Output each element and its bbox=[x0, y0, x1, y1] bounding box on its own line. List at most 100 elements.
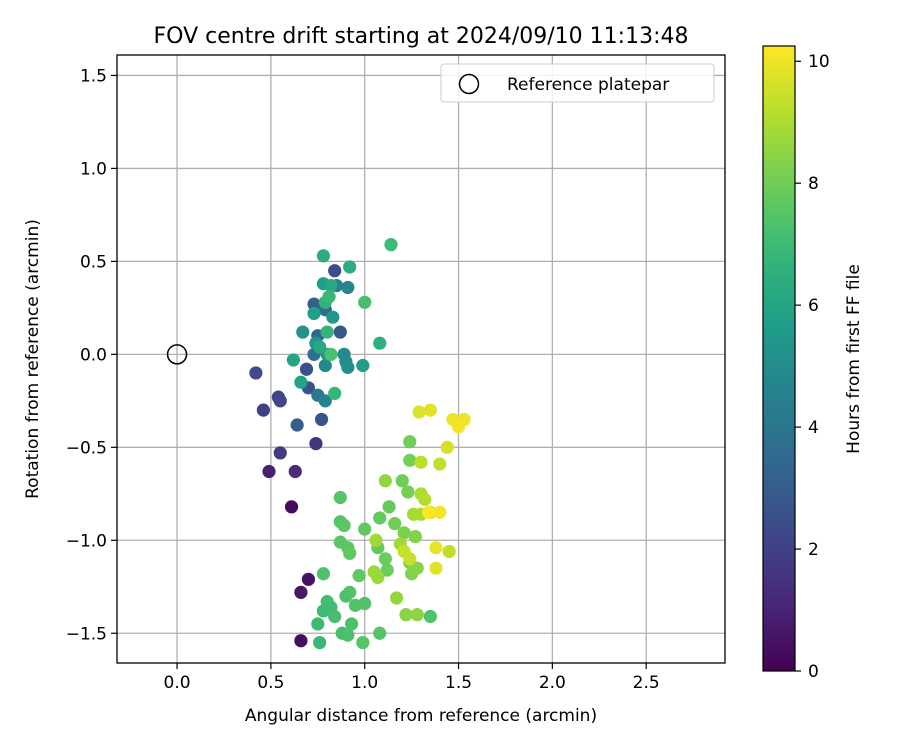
colorbar-tick-label: 4 bbox=[808, 418, 819, 438]
data-point bbox=[410, 561, 424, 575]
colorbar-label: Hours from first FF file bbox=[844, 264, 864, 454]
data-point bbox=[358, 596, 372, 611]
colorbar-ticks: 0 2 4 6 8 10 bbox=[795, 52, 830, 682]
y-tick-label: 0.5 bbox=[80, 252, 107, 272]
data-point bbox=[316, 567, 331, 581]
data-point bbox=[358, 522, 372, 536]
data-point bbox=[262, 464, 276, 479]
data-point bbox=[333, 490, 347, 505]
data-point bbox=[442, 544, 456, 559]
chart-title: FOV centre drift starting at 2024/09/10 … bbox=[154, 24, 689, 49]
data-point bbox=[399, 608, 413, 622]
data-point bbox=[397, 526, 411, 540]
data-point bbox=[294, 585, 308, 599]
data-point bbox=[324, 278, 338, 293]
data-point bbox=[311, 617, 325, 631]
data-point bbox=[373, 626, 387, 640]
data-point bbox=[313, 635, 327, 650]
data-point bbox=[344, 617, 359, 631]
y-axis-label: Rotation from reference (arcmin) bbox=[23, 219, 43, 499]
data-point bbox=[373, 336, 387, 350]
data-point bbox=[318, 394, 332, 408]
data-point bbox=[433, 457, 447, 471]
legend-box bbox=[440, 63, 715, 103]
data-point bbox=[423, 609, 437, 624]
data-point bbox=[313, 340, 327, 354]
data-point bbox=[328, 609, 342, 624]
y-tick-label: 0.0 bbox=[80, 345, 107, 365]
data-point bbox=[418, 492, 432, 506]
reference-point bbox=[166, 344, 188, 365]
y-tick-label: −1.0 bbox=[66, 531, 107, 551]
data-point bbox=[328, 264, 342, 278]
data-point bbox=[371, 570, 385, 585]
data-point bbox=[316, 249, 331, 263]
data-point bbox=[423, 403, 437, 417]
data-point bbox=[356, 635, 370, 650]
data-point bbox=[341, 628, 355, 642]
legend-reference-marker bbox=[458, 73, 480, 95]
data-point bbox=[286, 353, 300, 367]
plot-frame bbox=[116, 54, 726, 664]
legend: Reference platepar bbox=[440, 63, 715, 103]
data-point bbox=[410, 608, 424, 622]
x-tick-label: 0.0 bbox=[164, 673, 191, 693]
data-point bbox=[378, 552, 392, 566]
reference-marker bbox=[166, 344, 188, 365]
x-tick-label: 1.5 bbox=[445, 673, 472, 693]
data-point bbox=[273, 446, 287, 460]
data-point bbox=[408, 529, 422, 544]
data-point bbox=[433, 505, 447, 519]
data-point bbox=[403, 453, 417, 467]
data-point bbox=[401, 485, 415, 499]
data-point bbox=[341, 280, 355, 295]
data-point bbox=[256, 403, 270, 417]
y-axis-ticks: −1.5 −1.0 −0.5 0.0 0.5 1.0 1.5 bbox=[66, 66, 117, 644]
colorbar-tick-label: 2 bbox=[808, 540, 819, 560]
data-point bbox=[343, 260, 357, 274]
data-point bbox=[273, 394, 287, 408]
data-point bbox=[301, 572, 316, 586]
data-point bbox=[307, 297, 321, 311]
data-point bbox=[288, 464, 302, 479]
x-axis-ticks: 0.0 0.5 1.0 1.5 2.0 2.5 bbox=[164, 663, 660, 693]
data-point bbox=[328, 386, 342, 400]
data-point bbox=[429, 561, 443, 575]
data-point bbox=[373, 511, 387, 525]
legend-label: Reference platepar bbox=[507, 75, 669, 95]
data-point bbox=[343, 585, 357, 599]
data-point bbox=[403, 435, 417, 449]
data-point bbox=[352, 569, 366, 583]
data-point bbox=[294, 375, 308, 389]
data-point bbox=[307, 306, 321, 321]
data-point bbox=[337, 518, 351, 533]
data-point bbox=[356, 358, 370, 373]
colorbar-tick-label: 6 bbox=[808, 296, 819, 316]
data-point bbox=[249, 366, 263, 380]
data-point bbox=[322, 290, 336, 304]
data-points bbox=[249, 238, 471, 650]
data-point bbox=[388, 516, 402, 531]
data-point bbox=[403, 552, 417, 566]
data-point bbox=[320, 325, 334, 339]
x-tick-label: 1.0 bbox=[351, 673, 378, 693]
data-point bbox=[358, 295, 372, 309]
data-point bbox=[395, 474, 409, 488]
colorbar-tick-label: 8 bbox=[808, 174, 819, 194]
data-point bbox=[384, 238, 398, 252]
data-point bbox=[296, 325, 310, 339]
x-tick-label: 2.0 bbox=[539, 673, 566, 693]
data-point bbox=[382, 500, 396, 514]
data-point bbox=[451, 420, 466, 434]
data-point bbox=[429, 541, 443, 555]
x-axis-label: Angular distance from reference (arcmin) bbox=[245, 706, 597, 726]
data-point bbox=[294, 634, 308, 648]
data-point bbox=[369, 533, 383, 547]
data-point bbox=[324, 347, 338, 361]
x-tick-label: 2.5 bbox=[633, 673, 660, 693]
colorbar-tick-label: 10 bbox=[808, 52, 830, 72]
x-tick-label: 0.5 bbox=[257, 673, 284, 693]
data-point bbox=[421, 505, 436, 519]
data-point bbox=[414, 455, 428, 469]
data-point bbox=[299, 362, 314, 376]
